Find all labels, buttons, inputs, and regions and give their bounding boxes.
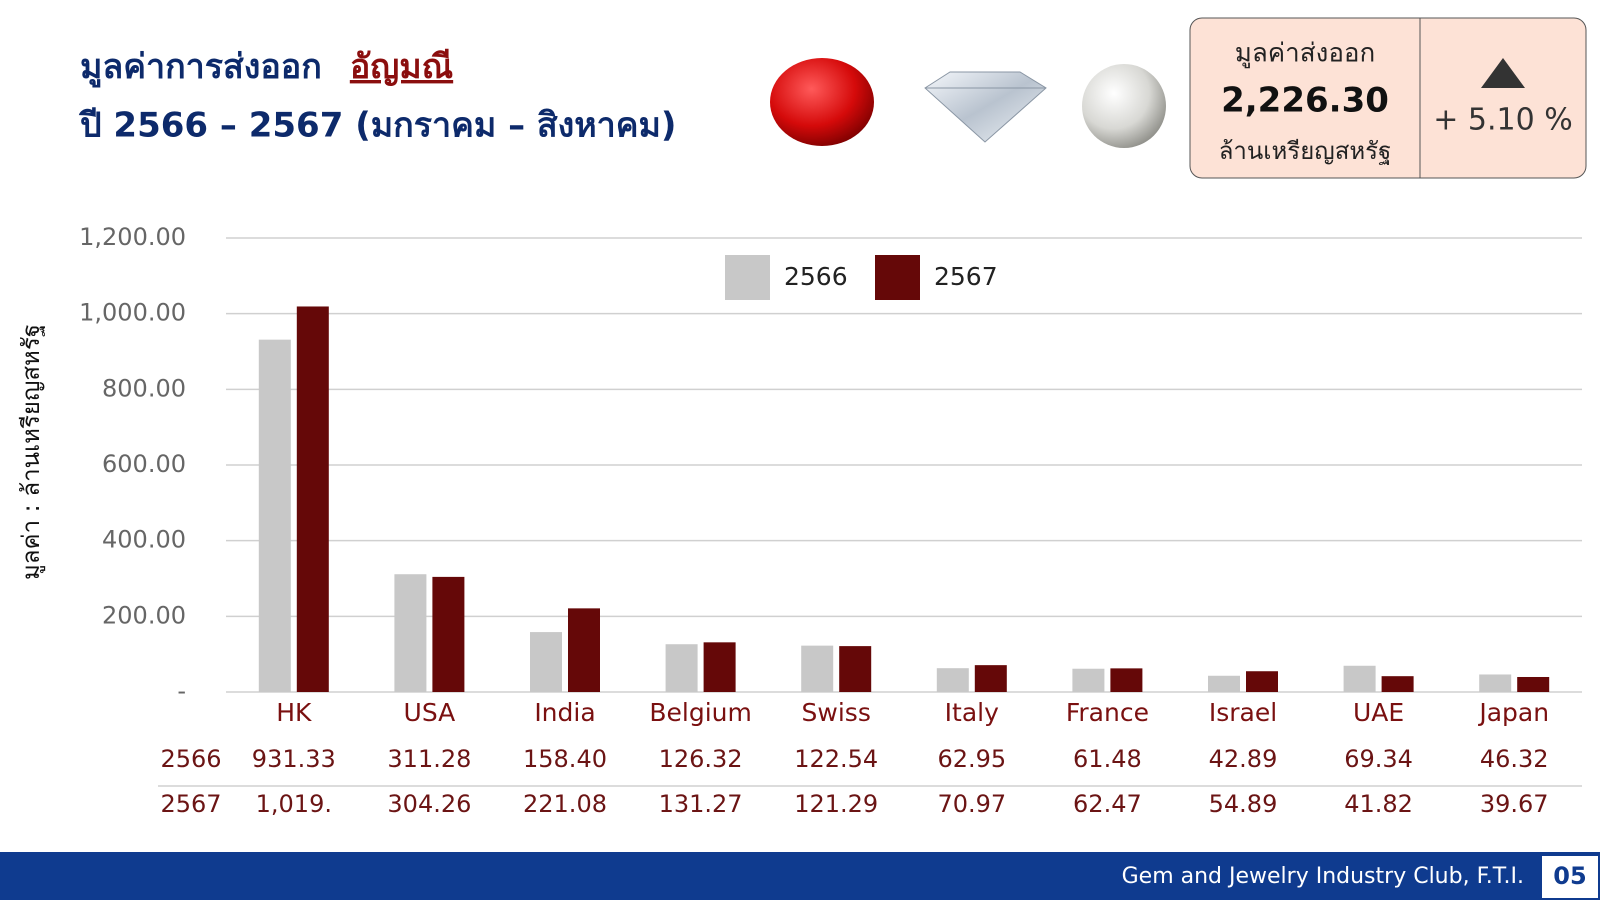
page-number: 05	[1553, 862, 1586, 890]
table-cell: 1,019.	[256, 790, 332, 818]
subtitle: ปี 2566 – 2567 (มกราคม – สิงหาคม)	[78, 106, 676, 146]
table-cell: 70.97	[937, 790, 1006, 818]
kpi-label: มูลค่าส่งออก	[1235, 39, 1376, 69]
table-cell: 311.28	[387, 745, 471, 773]
table-cell: 122.54	[794, 745, 878, 773]
bar	[974, 665, 1007, 692]
bar	[1246, 671, 1278, 692]
x-tick-label: HK	[276, 698, 312, 727]
table-cell: 39.67	[1480, 790, 1549, 818]
bar	[1479, 674, 1512, 692]
x-tick-label: Israel	[1209, 698, 1277, 727]
table-cell: 931.33	[252, 745, 336, 773]
bar	[1208, 675, 1240, 692]
kpi-box: มูลค่าส่งออก 2,226.30 ล้านเหรียญสหรัฐ + …	[1189, 17, 1587, 179]
table-cell: 131.27	[659, 790, 743, 818]
y-tick-label: 800.00	[102, 374, 186, 402]
y-tick-label: 1,000.00	[79, 299, 186, 327]
bar	[296, 306, 329, 692]
table-cell: 41.82	[1344, 790, 1413, 818]
bar	[703, 642, 736, 692]
title: มูลค่าการส่งออก อัญมณี	[80, 47, 453, 88]
page-box	[1542, 856, 1598, 898]
table-cell: 54.89	[1209, 790, 1278, 818]
table-row-label: 2567	[160, 790, 221, 818]
x-tick-label: USA	[404, 698, 456, 727]
table-cell: 62.47	[1073, 790, 1142, 818]
legend-label: 2567	[934, 262, 998, 291]
kpi-value: 2,226.30	[1221, 81, 1389, 121]
ruby-image	[770, 58, 874, 146]
y-tick-label: 600.00	[102, 450, 186, 478]
table-cell: 121.29	[794, 790, 878, 818]
table-cell: 304.26	[387, 790, 471, 818]
y-tick-label: 200.00	[102, 601, 186, 629]
footer-text: Gem and Jewelry Industry Club, F.T.I.	[1122, 864, 1524, 889]
x-tick-label: Japan	[1477, 698, 1549, 727]
bar	[665, 644, 698, 692]
kpi-unit: ล้านเหรียญสหรัฐ	[1219, 137, 1392, 165]
y-tick-label: 400.00	[102, 526, 186, 554]
bar	[1381, 676, 1414, 692]
bar	[1343, 665, 1376, 692]
bar	[839, 646, 872, 692]
bar	[801, 645, 834, 692]
bar	[258, 339, 291, 692]
x-tick-label: UAE	[1353, 698, 1404, 727]
kpi-change: + 5.10 %	[1433, 103, 1573, 138]
x-tick-label: Italy	[945, 698, 999, 727]
legend-swatch	[725, 255, 770, 300]
legend-label: 2566	[784, 262, 848, 291]
title-prefix: มูลค่าการส่งออก	[80, 47, 322, 88]
table-cell: 69.34	[1344, 745, 1413, 773]
footer-bar	[0, 852, 1600, 900]
y-tick-label: 1,200.00	[79, 223, 186, 251]
table-cell: 158.40	[523, 745, 607, 773]
x-tick-label: Belgium	[649, 698, 752, 727]
x-tick-label: Swiss	[802, 698, 871, 727]
table-cell: 42.89	[1209, 745, 1278, 773]
bar	[936, 668, 969, 692]
x-tick-label: France	[1066, 698, 1149, 727]
title-highlight: อัญมณี	[350, 47, 453, 87]
table-row-label: 2566	[160, 745, 221, 773]
table-cell: 126.32	[659, 745, 743, 773]
bar	[1072, 668, 1105, 692]
y-tick-label: -	[177, 677, 186, 705]
bar	[394, 574, 427, 692]
up-arrow	[1481, 58, 1525, 88]
bar	[1517, 676, 1550, 692]
diamond-image	[924, 71, 1047, 143]
x-tick-label: India	[534, 698, 595, 727]
table-cell: 221.08	[523, 790, 607, 818]
pearl-image	[1082, 64, 1166, 148]
bar	[530, 632, 562, 692]
bar	[432, 576, 465, 692]
table-cell: 46.32	[1480, 745, 1549, 773]
table-cell: 62.95	[937, 745, 1006, 773]
bar	[568, 608, 600, 692]
legend-swatch	[875, 255, 920, 300]
table-cell: 61.48	[1073, 745, 1142, 773]
bar	[1110, 668, 1143, 692]
y-axis-label: มูลค่า : ล้านเหรียญสหรัฐ	[17, 324, 46, 580]
